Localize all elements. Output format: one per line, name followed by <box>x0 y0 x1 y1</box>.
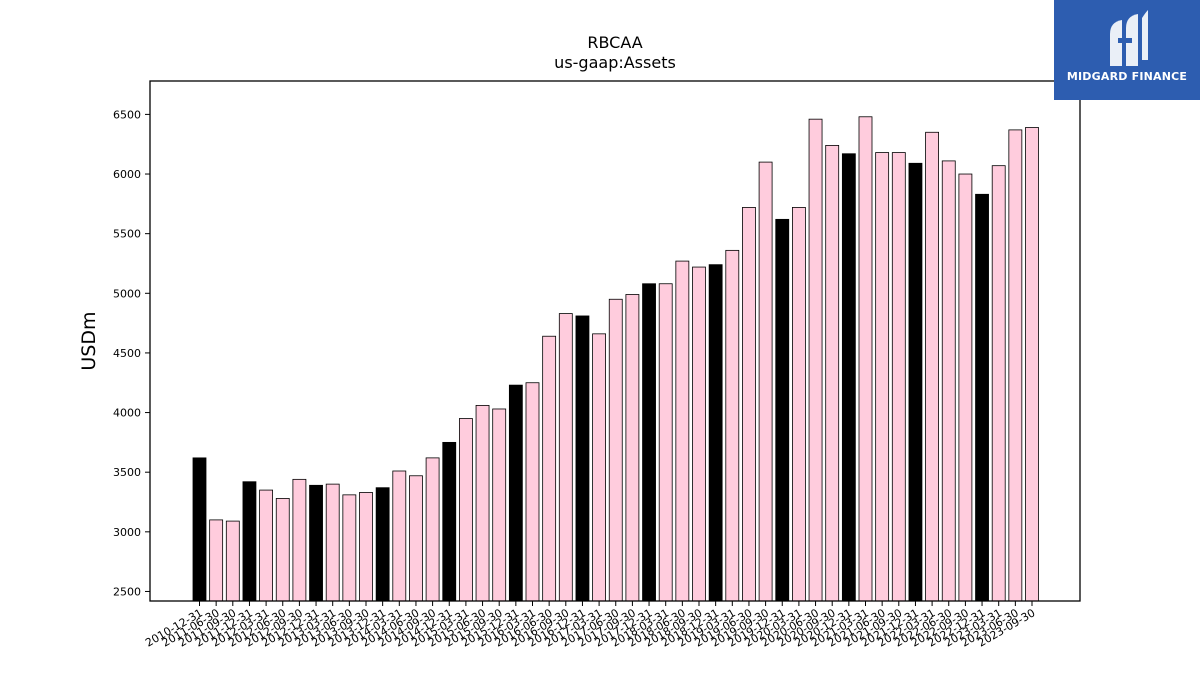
bar-2017-12-31 <box>642 283 656 602</box>
bar-2019-12-31 <box>775 218 790 602</box>
bar-2013-06-30 <box>342 494 357 602</box>
bar-2014-09-30 <box>425 457 440 602</box>
bars-group <box>192 116 1039 602</box>
bar-2019-03-31 <box>725 249 740 602</box>
bar-2019-06-30 <box>742 207 756 602</box>
logo-mark-icon <box>1110 10 1148 66</box>
y-tick-label: 6000 <box>113 168 141 181</box>
bar-2022-09-30 <box>958 173 973 602</box>
logo-text: MIDGARD FINANCE <box>1066 70 1188 83</box>
y-tick-label: 4500 <box>113 347 141 360</box>
bar-2014-12-31 <box>442 441 457 602</box>
bar-2020-03-31 <box>792 207 806 602</box>
bar-2022-06-30 <box>941 160 956 602</box>
bar-2020-12-31 <box>841 153 856 602</box>
bar-2012-03-31 <box>259 489 274 602</box>
bar-2018-03-31 <box>658 283 673 602</box>
y-ticks-group: 2500 3000 3500 4000 4500 5000 5500 6000 6500 <box>113 108 150 598</box>
bar-2015-06-30 <box>475 404 490 602</box>
bar-2012-12-31 <box>309 484 323 602</box>
chart-subtitle: us-gaap:Assets <box>554 53 676 72</box>
bar-2015-12-31 <box>508 384 523 602</box>
bar-2011-12-31 <box>242 481 257 602</box>
bar-2011-06-30 <box>209 519 224 602</box>
bar-2021-12-31 <box>908 162 923 602</box>
bar-2023-09-30 <box>1025 127 1039 602</box>
bar-2012-09-30 <box>292 478 307 602</box>
bar-2016-06-30 <box>542 335 557 602</box>
bar-2016-12-31 <box>575 315 590 602</box>
bar-2010-12-31 <box>192 457 207 602</box>
chart-title: RBCAA <box>587 33 642 52</box>
bar-2021-06-30 <box>875 152 890 602</box>
y-tick-label: 4000 <box>113 407 141 420</box>
bar-2017-03-31 <box>592 333 606 602</box>
bar-2019-09-30 <box>758 161 773 602</box>
bar-2015-09-30 <box>492 408 507 602</box>
bar-2022-12-31 <box>975 193 989 602</box>
bar-2011-09-30 <box>225 520 240 602</box>
bar-2023-03-31 <box>991 165 1006 602</box>
bar-2022-03-31 <box>925 131 939 602</box>
y-tick-label: 3000 <box>113 526 141 539</box>
y-tick-label: 5500 <box>113 228 141 241</box>
bar-2013-03-31 <box>325 483 340 602</box>
bar-2013-12-31 <box>375 487 390 602</box>
bar-2016-09-30 <box>558 313 573 602</box>
bar-2021-03-31 <box>858 116 873 602</box>
bar-2017-06-30 <box>608 298 623 602</box>
bar-2012-06-30 <box>275 498 290 602</box>
bar-2020-09-30 <box>825 144 840 602</box>
x-ticks-group: 2010-12-312011-06-302011-09-302011-12-31… <box>143 601 1038 650</box>
bar-2015-03-31 <box>458 418 473 602</box>
bar-2023-06-30 <box>1008 129 1023 602</box>
bar-2018-09-30 <box>692 266 706 602</box>
bar-2017-09-30 <box>625 294 640 602</box>
logo: MIDGARD FINANCE <box>1054 0 1200 100</box>
y-tick-label: 3500 <box>113 466 141 479</box>
bar-2014-03-31 <box>392 470 407 602</box>
bar-2013-09-30 <box>359 492 373 602</box>
bar-2020-06-30 <box>808 118 823 602</box>
y-tick-label: 2500 <box>113 585 141 598</box>
y-tick-label: 5000 <box>113 287 141 300</box>
y-axis-label: USDm <box>78 311 100 370</box>
bar-2016-03-31 <box>525 382 540 602</box>
bar-2018-12-31 <box>708 264 723 602</box>
plot-frame <box>149 80 1081 602</box>
bar-2021-09-30 <box>891 152 906 602</box>
bar-2014-06-30 <box>409 475 423 602</box>
bar-2018-06-30 <box>675 260 690 602</box>
y-tick-label: 6500 <box>113 108 141 121</box>
